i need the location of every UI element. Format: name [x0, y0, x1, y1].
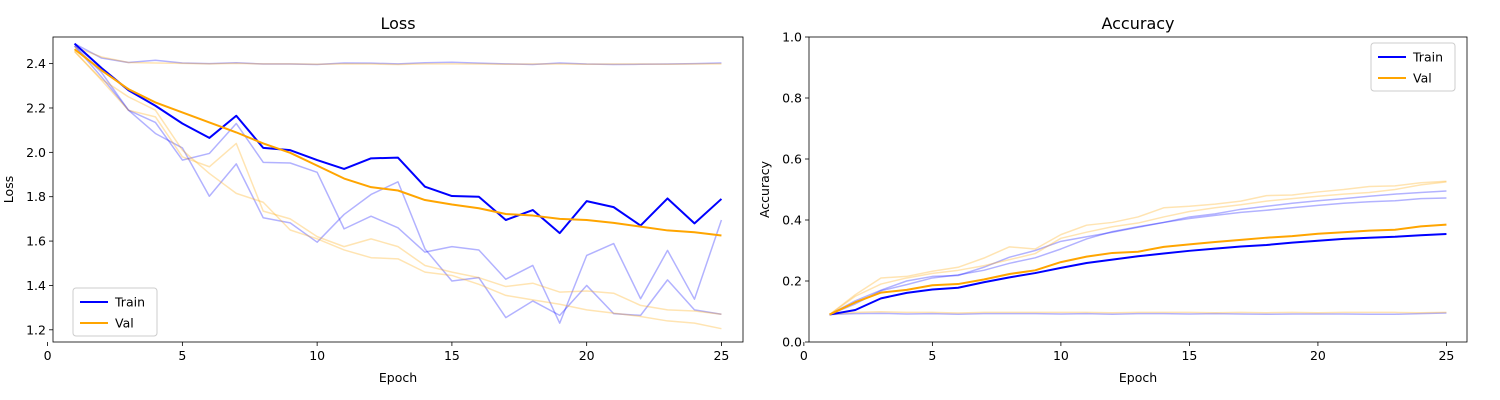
accuracy-xtick-label: 15: [1181, 348, 1197, 363]
accuracy-ylabel: Accuracy: [757, 160, 772, 218]
accuracy-xtick-label: 0: [800, 348, 808, 363]
accuracy-faint-line: [829, 181, 1447, 316]
loss-ytick-label: 1.8: [26, 189, 46, 204]
accuracy-xtick-label: 5: [928, 348, 936, 363]
accuracy-faint-line: [829, 311, 1447, 316]
loss-legend-label-val: Val: [115, 316, 134, 331]
loss-chart: Loss 0 5 10 15 20 25 1.2 1.4 1.6 1.8 2.0 2.2 2.4 Epoch…: [1, 14, 744, 385]
loss-xtick-label: 5: [178, 348, 186, 363]
loss-ytick-label: 2.0: [26, 145, 46, 160]
loss-axes-frame: [52, 36, 744, 343]
accuracy-ytick-label: 0.8: [782, 91, 802, 106]
accuracy-title: Accuracy: [1101, 14, 1174, 33]
accuracy-xtick-label: 20: [1310, 348, 1326, 363]
accuracy-axes-frame: [808, 36, 1468, 343]
accuracy-xtick-label: 10: [1053, 348, 1069, 363]
accuracy-ytick-label: 1.0: [782, 30, 802, 45]
accuracy-train-line: [829, 233, 1447, 316]
loss-faint-line: [73, 45, 722, 319]
accuracy-ytick-label: 0.2: [782, 274, 802, 289]
loss-ytick-label: 1.2: [26, 322, 46, 337]
accuracy-chart: Accuracy 0 5 10 15 20 25 0.0 0.2 0.4 0.6 0.8 1.0 Epoc…: [757, 14, 1468, 385]
loss-legend-label-train: Train: [114, 295, 145, 310]
loss-ytick-label: 2.2: [26, 100, 46, 115]
accuracy-ytick-label: 0.6: [782, 152, 802, 167]
accuracy-val-line: [829, 223, 1447, 316]
loss-xtick-label: 10: [309, 348, 325, 363]
loss-xlabel: Epoch: [379, 370, 417, 385]
accuracy-legend-label-train: Train: [1412, 50, 1443, 65]
loss-val-line: [73, 48, 722, 237]
accuracy-faint-line: [829, 197, 1447, 316]
accuracy-xlabel: Epoch: [1119, 370, 1157, 385]
accuracy-ytick-label: 0.0: [782, 335, 802, 350]
loss-ytick-label: 2.4: [26, 56, 46, 71]
loss-faint-line: [74, 50, 722, 316]
loss-faint-line: [74, 42, 722, 66]
loss-ytick-label: 1.4: [26, 278, 46, 293]
loss-xtick-label: 20: [579, 348, 595, 363]
accuracy-xtick-label: 25: [1438, 348, 1454, 363]
loss-faint-line: [74, 50, 722, 330]
accuracy-faint-line: [829, 180, 1447, 316]
loss-legend: Train Val: [72, 287, 158, 337]
loss-train-line: [73, 42, 723, 235]
accuracy-legend-label-val: Val: [1413, 71, 1432, 86]
accuracy-faint-line: [829, 312, 1447, 316]
accuracy-legend: Train Val: [1370, 42, 1456, 92]
accuracy-faint-line: [829, 190, 1447, 316]
loss-faint-line: [74, 45, 723, 324]
loss-xtick-label: 15: [444, 348, 460, 363]
loss-ylabel: Loss: [1, 176, 16, 203]
loss-xtick-label: 25: [713, 348, 729, 363]
loss-xtick-label: 0: [44, 348, 52, 363]
accuracy-ytick-label: 0.4: [782, 213, 802, 228]
loss-title: Loss: [380, 14, 415, 33]
loss-faint-line: [74, 46, 722, 66]
loss-ytick-label: 1.6: [26, 234, 46, 249]
